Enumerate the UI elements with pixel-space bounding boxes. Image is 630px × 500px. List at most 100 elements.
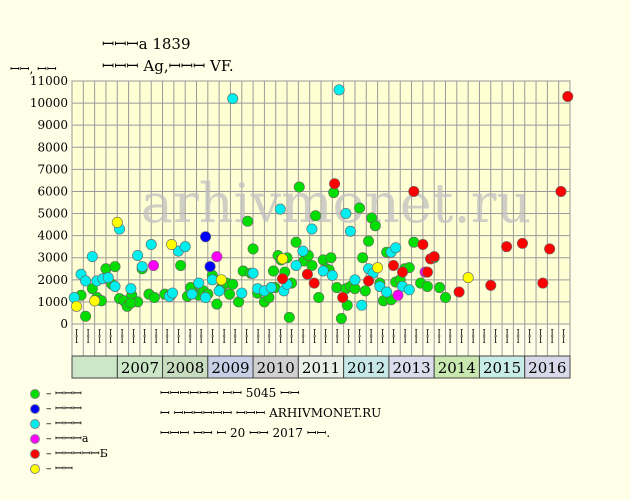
legend-label: – ꟷꟷꟷ — [46, 402, 82, 415]
data-point — [356, 299, 368, 311]
data-point — [417, 238, 429, 250]
legend-item: – ꟷꟷꟷ — [30, 386, 82, 401]
data-point — [277, 273, 289, 285]
data-point — [372, 262, 384, 274]
data-point — [109, 280, 121, 292]
x-half-year-label: ꟷꟷ — [175, 329, 185, 344]
year-label: 2007 — [121, 359, 159, 377]
legend-marker — [30, 448, 40, 459]
x-half-year-label: ꟷꟷ — [526, 329, 536, 344]
year-label: 2016 — [528, 359, 566, 377]
data-point — [179, 241, 191, 253]
x-half-year-label: ꟷꟷ — [198, 329, 208, 344]
x-half-year-label: ꟷꟷ — [130, 329, 140, 344]
data-point — [86, 251, 98, 263]
data-point — [462, 272, 474, 284]
data-point — [301, 268, 313, 280]
x-half-year-label: ꟷꟷ — [186, 329, 196, 344]
data-point — [335, 312, 347, 324]
y-axis: 0 1000 2000 3000 4000 5000 6000 7000 8000 9000 100… — [30, 74, 68, 331]
data-point — [109, 261, 121, 273]
data-point — [337, 291, 349, 303]
legend-label: – ꟷꟷꟷ — [46, 387, 82, 400]
data-point — [277, 253, 289, 265]
data-point — [403, 284, 415, 296]
data-point — [211, 251, 223, 263]
data-point — [326, 269, 338, 281]
data-point — [125, 283, 137, 295]
data-point — [247, 267, 259, 279]
x-half-year-label: ꟷꟷ — [435, 329, 445, 344]
x-half-year-label: ꟷꟷ — [277, 329, 287, 344]
legend-label: – ꟷꟷꟷ — [46, 417, 82, 430]
data-point — [555, 185, 567, 197]
data-point — [80, 275, 92, 287]
data-point — [329, 178, 341, 190]
chart-title: ꟷꟷꟷa 1839 — [102, 35, 191, 53]
x-half-year-label: ꟷꟷ — [164, 329, 174, 344]
data-point — [247, 243, 259, 255]
x-half-year-label: ꟷꟷ — [492, 329, 502, 344]
data-point — [102, 272, 114, 284]
data-point — [290, 236, 302, 248]
x-half-year-label: ꟷꟷ — [560, 329, 570, 344]
data-point — [344, 225, 356, 237]
x-half-year-label: ꟷꟷ — [266, 329, 276, 344]
data-point — [392, 289, 404, 301]
y-axis-label: ꟷꟷ, ꟷꟷ — [10, 62, 57, 76]
legend-item: – ꟷꟷꟷ — [30, 416, 82, 431]
data-point — [421, 280, 433, 292]
x-half-year-label: ꟷꟷ — [537, 329, 547, 344]
data-point — [396, 266, 408, 278]
y-tick-label: 7000 — [37, 162, 68, 176]
data-point — [111, 216, 123, 228]
legend-item: – ꟷꟷꟷꟷꟷБ — [30, 446, 108, 461]
data-point — [136, 261, 148, 273]
x-half-year-label: ꟷꟷ — [413, 329, 423, 344]
year-label: 2011 — [302, 359, 340, 377]
data-point — [381, 286, 393, 298]
year-label: 2008 — [166, 359, 204, 377]
data-point — [166, 238, 178, 250]
legend-label: – ꟷꟷꟷꟷꟷБ — [46, 447, 108, 460]
data-point — [283, 311, 295, 323]
chart-subtitle: ꟷꟷꟷ Ag,ꟷꟷꟷ VF. — [102, 57, 234, 75]
x-half-year-label: ꟷꟷ — [367, 329, 377, 344]
data-point — [349, 274, 361, 286]
data-point — [236, 287, 248, 299]
data-point — [265, 282, 277, 294]
x-half-year-label: ꟷꟷ — [503, 329, 513, 344]
x-half-year-label: ꟷꟷ — [345, 329, 355, 344]
data-point — [145, 238, 157, 250]
data-point — [71, 300, 83, 312]
y-tick-label: 8000 — [37, 140, 68, 154]
x-half-year-label: ꟷꟷ — [300, 329, 310, 344]
data-point — [175, 259, 187, 271]
legend-marker — [30, 388, 40, 399]
data-point — [242, 215, 254, 227]
info-line-2: ꟷ ꟷꟷꟷꟷꟷꟷ ꟷꟷꟷ ARHIVMONET.RU — [160, 406, 382, 420]
data-points — [68, 84, 574, 324]
data-point — [148, 291, 160, 303]
y-tick-label: 11000 — [30, 74, 68, 88]
legend-marker — [30, 418, 40, 429]
x-half-year-label: ꟷꟷ — [73, 329, 83, 344]
data-point — [227, 93, 239, 105]
data-point — [363, 235, 375, 247]
data-point — [562, 90, 574, 102]
data-point — [211, 298, 223, 310]
legend-marker — [30, 463, 40, 474]
info-line-1: ꟷꟷꟷꟷꟷꟷ ꟷꟷ 5045 ꟷꟷ — [160, 386, 300, 400]
x-half-year-label: ꟷꟷ — [311, 329, 321, 344]
info-line-3: ꟷꟷꟷ ꟷꟷ ꟷ 20 ꟷꟷ 2017 ꟷꟷ. — [160, 426, 331, 440]
data-point — [421, 266, 433, 278]
x-half-year-label: ꟷꟷ — [84, 329, 94, 344]
x-half-year-label: ꟷꟷ — [447, 329, 457, 344]
data-point — [333, 84, 345, 96]
y-tick-label: 4000 — [37, 229, 68, 243]
x-half-year-label: ꟷꟷ — [481, 329, 491, 344]
data-point — [267, 265, 279, 277]
data-point — [501, 241, 513, 253]
data-point — [224, 288, 236, 300]
data-point — [313, 291, 325, 303]
